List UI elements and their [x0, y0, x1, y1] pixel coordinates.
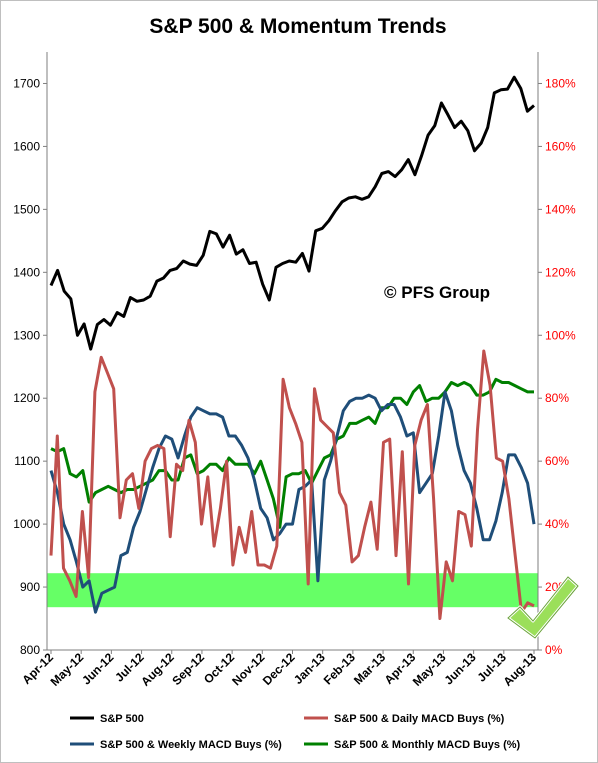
- left-tick-label: 1600: [13, 139, 40, 153]
- x-tick-label: Jan-13: [291, 650, 328, 687]
- left-tick-label: 1500: [13, 202, 40, 216]
- legend-label: S&P 500: [100, 713, 144, 725]
- sp500-line: [49, 75, 535, 351]
- x-tick-label: Nov-12: [229, 650, 267, 688]
- x-tick-label: Sep-12: [169, 650, 207, 688]
- chart-title: S&P 500 & Momentum Trends: [149, 15, 446, 38]
- copyright-annotation: © PFS Group: [384, 283, 490, 302]
- left-tick-label: 1000: [13, 517, 40, 531]
- weekly-macd-line: [49, 390, 536, 614]
- legend-label: S&P 500 & Daily MACD Buys (%): [334, 713, 505, 725]
- x-tick-label: May-12: [48, 650, 87, 689]
- x-tick-label: Dec-12: [260, 650, 298, 688]
- legend: S&P 500 S&P 500 & Daily MACD Buys (%) S&P …: [70, 713, 521, 751]
- left-tick-label: 1200: [13, 391, 40, 405]
- legend-label: S&P 500 & Monthly MACD Buys (%): [334, 739, 521, 751]
- right-tick-label: 100%: [545, 328, 576, 342]
- left-tick-label: 800: [20, 643, 40, 657]
- right-tick-label: 80%: [545, 391, 569, 405]
- daily-macd-line: [49, 349, 535, 620]
- left-tick-label: 1700: [13, 76, 40, 90]
- x-tick-label: Aug-13: [500, 650, 539, 689]
- left-y-axis-ticks: 800 900 1000 1100 1200 1300 1400 1500 1600 1700: [13, 76, 47, 657]
- right-tick-label: 120%: [545, 265, 576, 279]
- x-tick-label: Jun-13: [441, 650, 478, 687]
- x-axis-ticks: Apr-12May-12Jun-12Jul-12Aug-12Sep-12Oct-…: [19, 650, 539, 689]
- x-tick-label: Mar-13: [351, 650, 388, 687]
- right-y-axis-ticks: 0%20%40%60%80%100%120%140%160%180%: [538, 76, 576, 657]
- right-tick-label: 0%: [545, 643, 563, 657]
- legend-label: S&P 500 & Weekly MACD Buys (%): [100, 739, 282, 751]
- monthly-macd-line: [50, 377, 534, 529]
- right-tick-label: 160%: [545, 139, 576, 153]
- right-tick-label: 60%: [545, 454, 569, 468]
- x-tick-label: May-13: [410, 650, 449, 689]
- left-tick-label: 1100: [14, 454, 40, 468]
- left-tick-label: 1300: [13, 328, 40, 342]
- highlight-band: [47, 573, 538, 608]
- x-tick-label: Aug-12: [138, 650, 177, 689]
- x-tick-label: Jun-12: [79, 650, 116, 687]
- green-check-icon: [506, 575, 580, 640]
- right-tick-label: 140%: [545, 202, 576, 216]
- left-tick-label: 900: [20, 580, 40, 594]
- x-tick-label: Feb-13: [321, 650, 358, 687]
- series-lines: [49, 75, 536, 620]
- right-tick-label: 180%: [545, 76, 576, 90]
- right-tick-label: 40%: [545, 517, 569, 531]
- left-tick-label: 1400: [13, 265, 40, 279]
